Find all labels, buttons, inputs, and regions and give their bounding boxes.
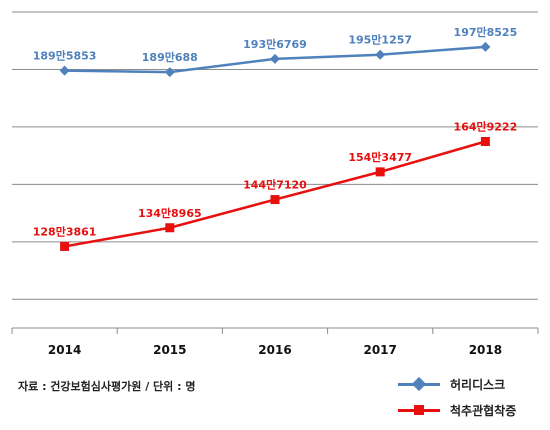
legend-item-series-1: 허리디스크: [398, 376, 548, 398]
legend-item-series-2: 척추관협착증: [398, 402, 548, 424]
series-2: 128만3861 134만8965 144만7120 154만3477 164만9222: [33, 119, 518, 251]
data-point: [375, 49, 386, 60]
legend-label: 허리디스크: [450, 378, 506, 392]
data-point: [480, 41, 491, 52]
data-point: [270, 195, 280, 205]
legend-square-icon: [414, 405, 424, 415]
legend-label: 척추관협착증: [450, 404, 517, 418]
x-axis: 2014 2015 2016 2017 2018: [11, 327, 539, 357]
source-note: 자료 : 건강보험심사평가원 / 단위 : 명: [18, 380, 196, 393]
x-tick-label: 2018: [469, 343, 502, 357]
data-point: [59, 65, 70, 76]
data-point: [270, 53, 280, 64]
legend-diamond-icon: [411, 376, 427, 392]
data-label: 189만5853: [33, 49, 97, 63]
data-label: 134만8965: [138, 206, 202, 220]
series-line: [64, 140, 486, 248]
data-point: [375, 167, 385, 177]
data-label: 154만3477: [348, 150, 412, 164]
data-point: [164, 67, 175, 78]
x-tick-label: 2016: [258, 343, 291, 357]
data-label: 195만1257: [348, 33, 412, 47]
data-label: 128만3861: [33, 224, 97, 238]
x-tick-label: 2015: [153, 343, 186, 357]
data-label: 189만688: [142, 50, 198, 64]
data-point: [60, 241, 70, 251]
line-chart: 2014 2015 2016 2017 2018 189만5853 189만688 193만…: [11, 11, 539, 357]
x-tick-label: 2014: [48, 343, 81, 357]
x-tick-label: 2017: [363, 343, 396, 357]
gridlines: [12, 11, 538, 300]
series-1: 189만5853 189만688 193만6769 195만1257 197만8525: [33, 25, 518, 78]
data-label: 193만6769: [243, 37, 307, 51]
data-label: 197만8525: [454, 25, 518, 39]
data-point: [480, 136, 490, 146]
data-label: 144만7120: [243, 178, 307, 192]
data-label: 164만9222: [454, 119, 518, 133]
data-point: [165, 223, 175, 233]
legend: 허리디스크 척추관협착증: [398, 376, 548, 428]
